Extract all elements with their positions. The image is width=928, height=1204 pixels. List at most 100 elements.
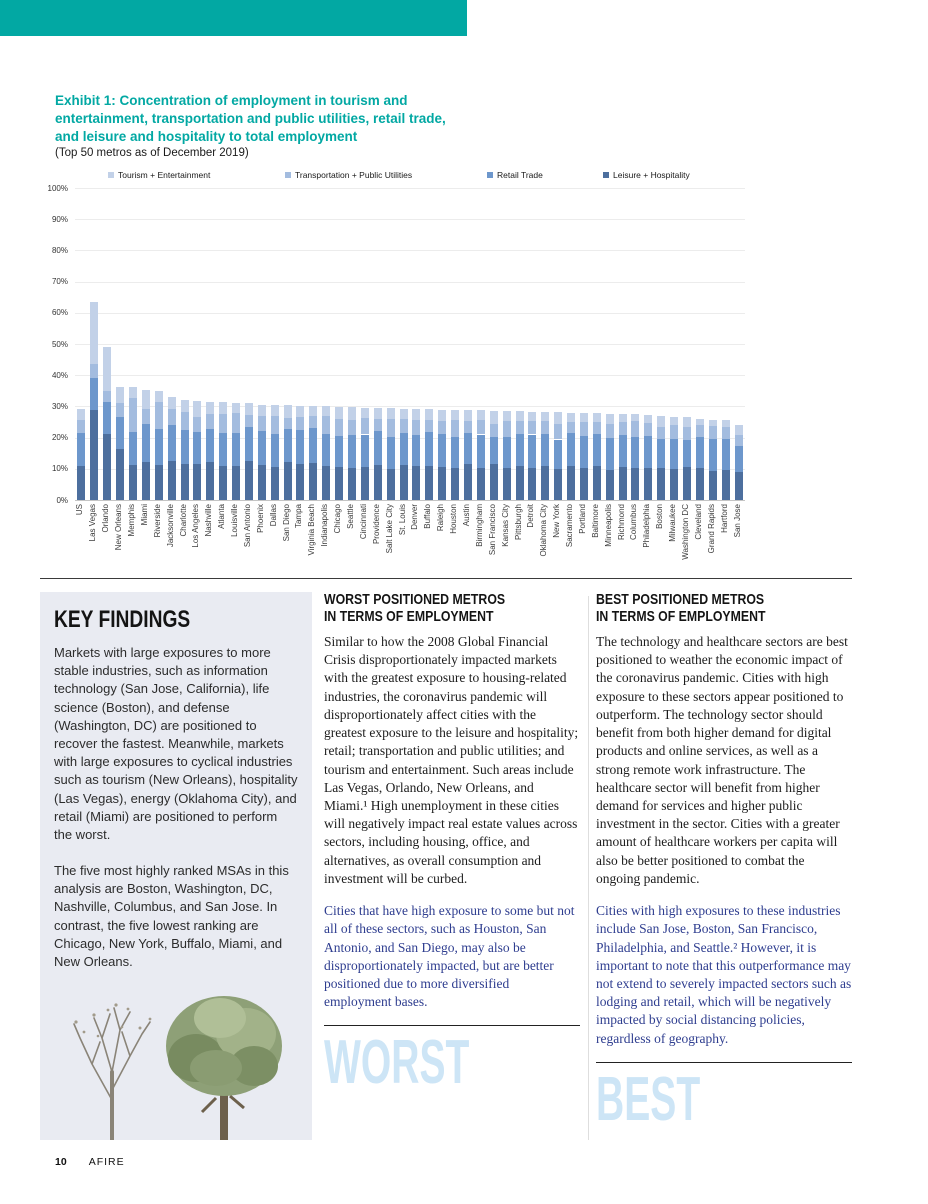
bar-segment	[451, 409, 460, 421]
bar-segment	[257, 465, 266, 500]
x-tick-label: St. Louis	[397, 504, 407, 536]
x-tick-label: Louisville	[230, 504, 240, 537]
bar-segment	[502, 421, 511, 437]
bar-segment	[631, 436, 640, 468]
bar-segment	[541, 412, 550, 422]
bar-segment	[90, 364, 99, 379]
x-tick-label: Miami	[139, 504, 149, 526]
bar-segment	[567, 412, 576, 422]
gridline	[75, 437, 745, 439]
gridline	[75, 250, 745, 252]
bar-segment	[463, 433, 472, 465]
legend-swatch	[108, 172, 114, 178]
column-divider-rule	[588, 596, 589, 1140]
best-highlight-paragraph: Cities with high exposures to these indu…	[596, 903, 852, 1046]
bar-segment	[631, 414, 640, 422]
bar-segment	[592, 466, 601, 500]
bar-segment	[348, 435, 357, 468]
bar-segment	[670, 438, 679, 470]
bar-segment	[399, 432, 408, 466]
bar-segment	[348, 419, 357, 436]
bar-segment	[322, 466, 331, 500]
x-tick-label: San Jose	[732, 504, 742, 538]
bar-segment	[154, 402, 163, 429]
bar-segment	[438, 433, 447, 467]
bar-segment	[515, 420, 524, 434]
bar-segment	[296, 417, 305, 430]
bar-segment	[683, 417, 692, 427]
x-tick-label: Providence	[371, 504, 381, 545]
bar-segment	[502, 411, 511, 422]
bar-segment	[721, 439, 730, 471]
trees-illustration	[73, 996, 282, 1140]
bar-segment	[451, 420, 460, 437]
bar-segment	[554, 424, 563, 440]
bar-segment	[695, 437, 704, 469]
bar-segment	[77, 432, 86, 466]
bar-segment	[283, 405, 292, 419]
best-metros-heading: BEST POSITIONED METROS IN TERMS OF EMPLO…	[596, 591, 852, 625]
bar-segment	[386, 418, 395, 437]
x-tick-label: Kansas City	[500, 504, 510, 547]
bar-segment	[708, 470, 717, 500]
bar-segment	[128, 387, 137, 398]
gridline	[75, 500, 745, 501]
bar-segment	[476, 420, 485, 435]
bar-segment	[438, 409, 447, 421]
bar-segment	[463, 464, 472, 500]
bar-segment	[541, 421, 550, 434]
x-tick-label: San Antonio	[242, 504, 252, 548]
bar-segment	[335, 407, 344, 419]
bar-segment	[206, 428, 215, 462]
bar-segment	[219, 432, 228, 466]
bar-segment	[386, 469, 395, 500]
y-tick-label: 10%	[51, 464, 68, 474]
bar-segment	[322, 433, 331, 467]
bar-segment	[670, 469, 679, 500]
bar-segment	[451, 467, 460, 500]
gridline	[75, 468, 745, 470]
x-tick-label: New Orleans	[114, 504, 124, 551]
y-tick-label: 40%	[51, 370, 68, 380]
x-axis-labels: US Las Vegas Orlando New Orleans Memphis Miam…	[75, 504, 745, 580]
x-tick-label: Atlanta	[217, 504, 227, 529]
best-heading-line1: BEST POSITIONED METROS	[596, 591, 765, 608]
y-tick-label: 100%	[47, 183, 68, 193]
x-tick-label: Portland	[577, 504, 587, 534]
x-tick-label: Austin	[461, 504, 471, 527]
x-tick-label: Los Angeles	[191, 504, 201, 548]
gridline	[75, 312, 745, 314]
legend-label: Leisure + Hospitality	[613, 170, 690, 180]
bar-segment	[244, 403, 253, 415]
bar-segment	[502, 436, 511, 469]
x-tick-label: Las Vegas	[88, 504, 98, 542]
bar-segment	[644, 414, 653, 423]
legend-swatch	[487, 172, 493, 178]
gridline	[75, 281, 745, 283]
legend-label: Retail Trade	[497, 170, 543, 180]
bar-segment	[554, 468, 563, 500]
bar-segment	[734, 445, 743, 472]
bar-segment	[103, 434, 112, 500]
bar-segment	[631, 421, 640, 437]
bar-segment	[360, 434, 369, 467]
bar-segment	[219, 402, 228, 414]
best-heading-line2: IN TERMS OF EMPLOYMENT	[596, 607, 766, 625]
page-footer: 10 AFIRE	[55, 1156, 125, 1168]
bar-segment	[283, 429, 292, 462]
bar-segment	[309, 462, 318, 500]
worst-watermark: WORST	[324, 1028, 470, 1098]
worst-metros-heading: WORST POSITIONED METROS IN TERMS OF EMPL…	[324, 591, 580, 625]
legend-item: Leisure + Hospitality	[603, 170, 690, 180]
x-tick-label: Philadelphia	[642, 504, 652, 548]
bar-segment	[734, 424, 743, 436]
key-findings-heading: KEY FINDINGS	[54, 606, 191, 633]
bar-segment	[425, 409, 434, 420]
x-tick-label: Orlando	[101, 504, 111, 533]
bar-segment	[489, 436, 498, 465]
bar-segment	[541, 465, 550, 500]
y-tick-label: 50%	[51, 339, 68, 349]
bar-segment	[541, 433, 550, 466]
x-tick-label: Jacksonville	[165, 504, 175, 548]
bar-segment	[657, 416, 666, 427]
